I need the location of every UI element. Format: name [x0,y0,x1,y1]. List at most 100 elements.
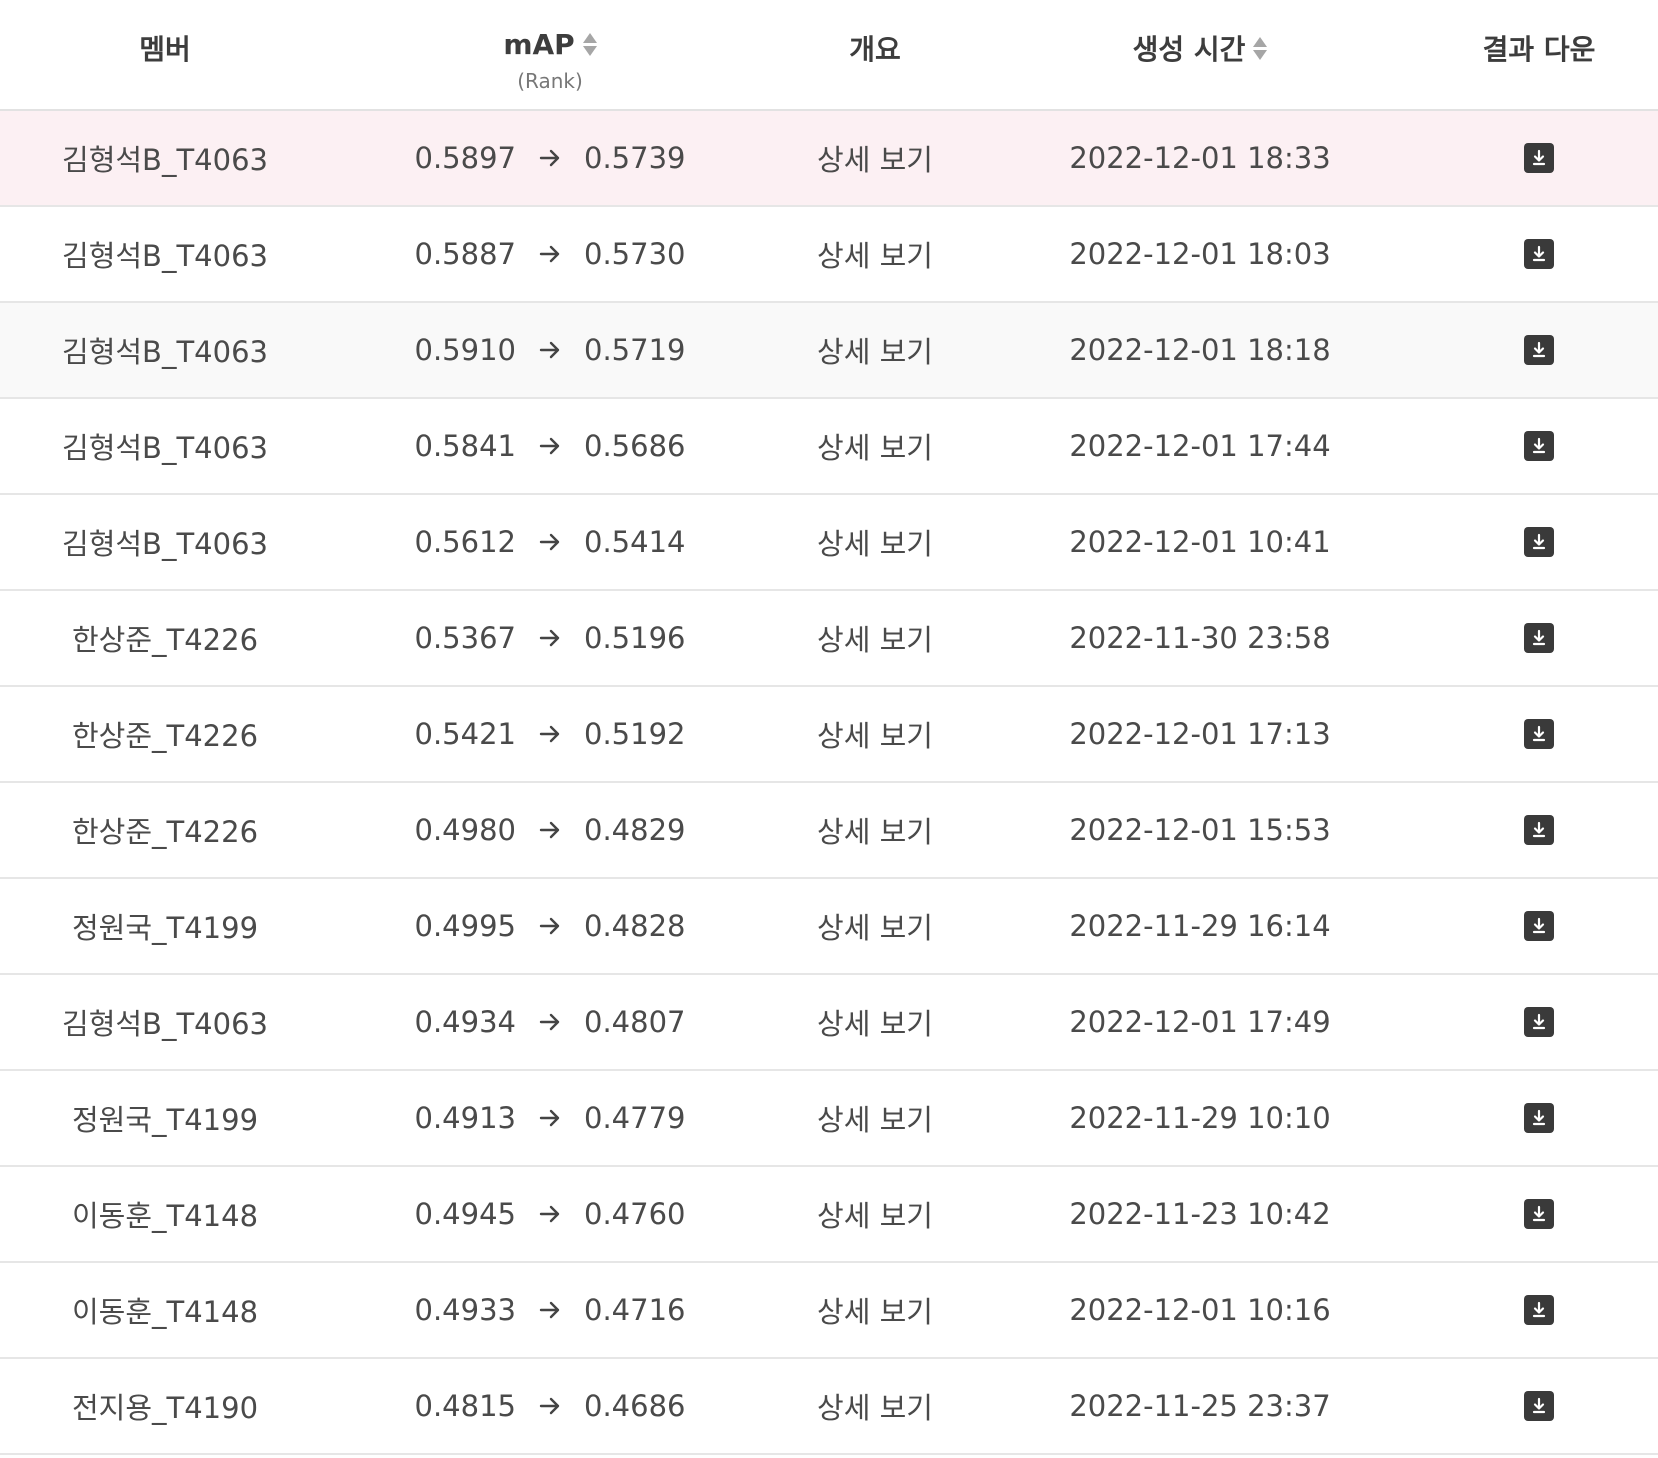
table-row: 김형석B_T4063 0.4934 0.4807 상세 보기 2022-12-0… [0,975,1658,1071]
arrow-right-icon [538,340,562,360]
download-icon[interactable] [1524,719,1554,749]
map-private-score: 0.4779 [584,1101,686,1135]
download-icon[interactable] [1524,911,1554,941]
view-detail-link[interactable]: 상세 보기 [817,1199,933,1233]
map-score: 0.4815 0.4686 [415,1389,686,1423]
map-public-score: 0.5421 [414,717,516,751]
created-time: 2022-11-29 10:10 [1069,1101,1331,1135]
member-header-label: 멤버 [139,33,191,66]
arrow-right-icon [538,244,562,264]
table-row: 정원국_T4199 0.4995 0.4828 상세 보기 2022-11-29… [0,879,1658,975]
view-detail-link[interactable]: 상세 보기 [817,1007,933,1041]
view-detail-link[interactable]: 상세 보기 [817,623,933,657]
column-header-download: 결과 다운 [1420,0,1658,109]
map-private-score: 0.5739 [584,141,686,175]
map-private-score: 0.4807 [584,1005,686,1039]
map-score: 0.5897 0.5739 [415,141,686,175]
map-private-score: 0.4686 [584,1389,686,1423]
download-icon[interactable] [1524,1391,1554,1421]
download-icon[interactable] [1524,623,1554,653]
created-time: 2022-12-01 18:03 [1069,237,1331,271]
created-time: 2022-12-01 17:44 [1069,429,1331,463]
sort-icon[interactable] [582,33,597,56]
arrow-right-icon [538,436,562,456]
view-detail-link[interactable]: 상세 보기 [817,335,933,369]
view-detail-link[interactable]: 상세 보기 [817,431,933,465]
arrow-right-icon [538,1012,562,1032]
map-public-score: 0.5841 [414,429,516,463]
table-row: 김형석B_T4063 0.5612 0.5414 상세 보기 2022-12-0… [0,495,1658,591]
map-score: 0.4995 0.4828 [415,909,686,943]
member-name: 김형석B_T4063 [62,527,268,561]
table-row: 김형석B_T4063 0.5897 0.5739 상세 보기 2022-12-0… [0,111,1658,207]
view-detail-link[interactable]: 상세 보기 [817,911,933,945]
arrow-right-icon [538,532,562,552]
map-score: 0.5887 0.5730 [415,237,686,271]
download-icon[interactable] [1524,1199,1554,1229]
map-public-score: 0.5887 [414,237,516,271]
view-detail-link[interactable]: 상세 보기 [817,239,933,273]
created-time: 2022-12-01 18:18 [1069,333,1331,367]
map-private-score: 0.4716 [584,1293,686,1327]
created-header-label: 생성 시간 [1132,33,1246,66]
map-private-score: 0.4829 [584,813,686,847]
view-detail-link[interactable]: 상세 보기 [817,527,933,561]
map-score: 0.5612 0.5414 [415,525,686,559]
column-header-member: 멤버 [0,0,330,109]
member-name: 김형석B_T4063 [62,239,268,273]
created-time: 2022-11-23 10:42 [1069,1197,1331,1231]
download-header-label: 결과 다운 [1482,33,1596,66]
arrow-right-icon [538,148,562,168]
view-detail-link[interactable]: 상세 보기 [817,815,933,849]
map-score: 0.4934 0.4807 [415,1005,686,1039]
download-icon[interactable] [1524,239,1554,269]
member-name: 김형석B_T4063 [62,143,268,177]
download-icon[interactable] [1524,527,1554,557]
download-icon[interactable] [1524,1007,1554,1037]
summary-header-label: 개요 [849,33,901,66]
map-private-score: 0.5686 [584,429,686,463]
download-icon[interactable] [1524,431,1554,461]
view-detail-link[interactable]: 상세 보기 [817,1295,933,1329]
map-public-score: 0.4913 [414,1101,516,1135]
map-header-sublabel: (Rank) [517,69,583,93]
download-icon[interactable] [1524,1295,1554,1325]
created-time: 2022-11-29 16:14 [1069,909,1331,943]
map-score: 0.4913 0.4779 [415,1101,686,1135]
column-header-created[interactable]: 생성 시간 [980,0,1420,109]
arrow-right-icon [538,916,562,936]
arrow-right-icon [538,1204,562,1224]
member-name: 이동훈_T4148 [71,1295,259,1329]
view-detail-link[interactable]: 상세 보기 [817,719,933,753]
table-row: 한상준_T4226 0.4980 0.4829 상세 보기 2022-12-01… [0,783,1658,879]
member-name: 이동훈_T4148 [71,1199,259,1233]
download-icon[interactable] [1524,143,1554,173]
view-detail-link[interactable]: 상세 보기 [817,143,933,177]
download-icon[interactable] [1524,1103,1554,1133]
table-header: 멤버 mAP (Rank) 개요 생성 시간 결과 다운 [0,0,1658,111]
map-score: 0.4980 0.4829 [415,813,686,847]
map-score: 0.5841 0.5686 [415,429,686,463]
map-public-score: 0.5897 [414,141,516,175]
download-icon[interactable] [1524,335,1554,365]
view-detail-link[interactable]: 상세 보기 [817,1103,933,1137]
map-private-score: 0.4760 [584,1197,686,1231]
map-private-score: 0.5730 [584,237,686,271]
map-score: 0.4945 0.4760 [415,1197,686,1231]
member-name: 전지용_T4190 [71,1391,259,1425]
map-private-score: 0.5414 [584,525,686,559]
map-public-score: 0.4945 [414,1197,516,1231]
map-public-score: 0.4980 [414,813,516,847]
column-header-map[interactable]: mAP (Rank) [330,0,770,109]
created-time: 2022-12-01 17:13 [1069,717,1331,751]
created-time: 2022-12-01 15:53 [1069,813,1331,847]
map-public-score: 0.5910 [414,333,516,367]
created-time: 2022-11-25 23:37 [1069,1389,1331,1423]
download-icon[interactable] [1524,815,1554,845]
arrow-right-icon [538,1108,562,1128]
map-score: 0.4933 0.4716 [415,1293,686,1327]
sort-icon[interactable] [1253,36,1268,60]
view-detail-link[interactable]: 상세 보기 [817,1391,933,1425]
map-public-score: 0.4815 [414,1389,516,1423]
map-public-score: 0.4934 [414,1005,516,1039]
